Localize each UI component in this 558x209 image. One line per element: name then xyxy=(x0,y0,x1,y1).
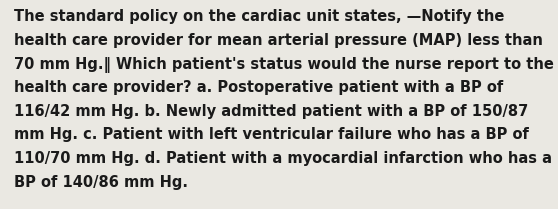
Text: 110/70 mm Hg. d. Patient with a myocardial infarction who has a: 110/70 mm Hg. d. Patient with a myocardi… xyxy=(14,151,552,166)
Text: The standard policy on the cardiac unit states, —Notify the: The standard policy on the cardiac unit … xyxy=(14,9,504,24)
Text: health care provider for mean arterial pressure (MAP) less than: health care provider for mean arterial p… xyxy=(14,33,543,48)
Text: health care provider? a. Postoperative patient with a BP of: health care provider? a. Postoperative p… xyxy=(14,80,503,95)
Text: 70 mm Hg.‖ Which patient's status would the nurse report to the: 70 mm Hg.‖ Which patient's status would … xyxy=(14,57,554,73)
Text: 116/42 mm Hg. b. Newly admitted patient with a BP of 150/87: 116/42 mm Hg. b. Newly admitted patient … xyxy=(14,104,528,119)
Text: BP of 140/86 mm Hg.: BP of 140/86 mm Hg. xyxy=(14,175,188,190)
Text: mm Hg. c. Patient with left ventricular failure who has a BP of: mm Hg. c. Patient with left ventricular … xyxy=(14,127,529,143)
